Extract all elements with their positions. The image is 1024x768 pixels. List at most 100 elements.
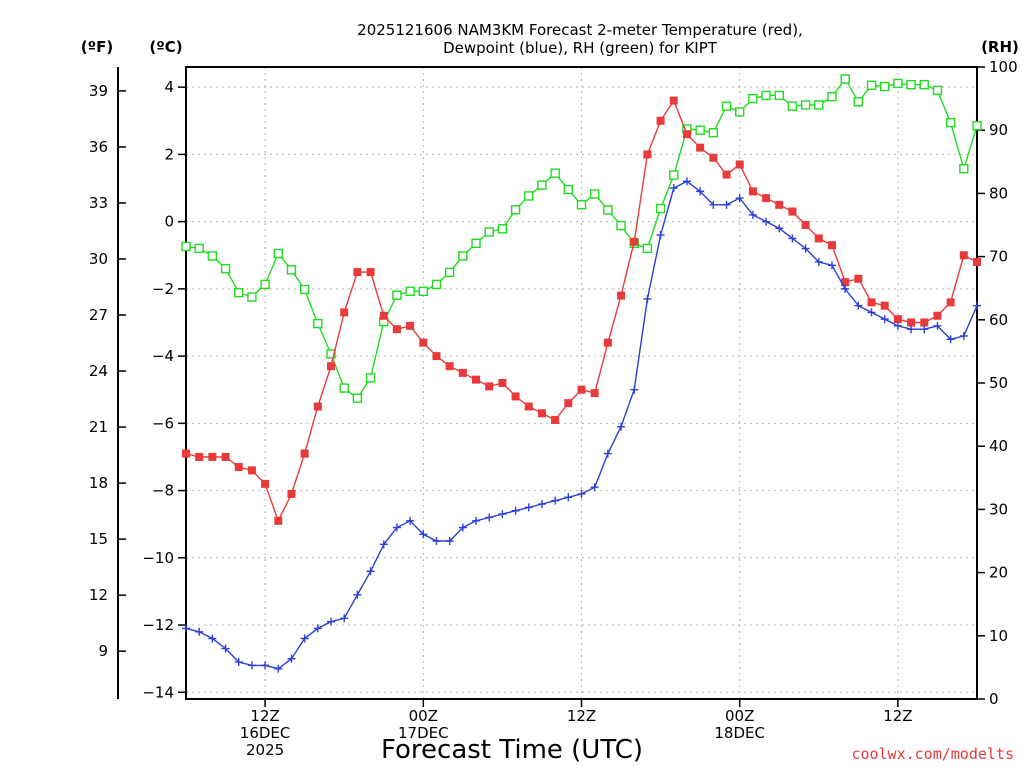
fahrenheit-tick-label: 24 bbox=[89, 362, 108, 380]
dewpoint-point bbox=[827, 261, 836, 270]
dewpoint-point bbox=[630, 385, 639, 394]
fahrenheit-tick-label: 30 bbox=[89, 250, 108, 268]
temperature-point bbox=[498, 379, 507, 387]
temperature-point bbox=[854, 274, 863, 283]
temperature-point bbox=[208, 452, 217, 461]
dewpoint-point bbox=[485, 513, 494, 522]
dewpoint-point bbox=[696, 187, 705, 196]
fahrenheit-tick-label: 9 bbox=[98, 642, 108, 660]
temperature-point bbox=[735, 160, 744, 169]
rh-point bbox=[919, 79, 929, 90]
dewpoint-point bbox=[221, 644, 230, 653]
rh-point bbox=[787, 101, 798, 111]
dewpoint-point bbox=[603, 449, 612, 458]
dewpoint-point bbox=[656, 231, 665, 240]
time-tick-label: 00Z bbox=[725, 707, 754, 725]
dewpoint-point bbox=[617, 422, 626, 431]
rh-point bbox=[945, 117, 956, 128]
dewpoint-point bbox=[959, 331, 968, 340]
credit-link[interactable]: coolwx.com/modelts bbox=[851, 745, 1014, 763]
rh-point bbox=[695, 125, 705, 135]
temperature-point bbox=[340, 308, 349, 317]
dewpoint-point bbox=[379, 540, 388, 549]
temperature-point bbox=[432, 352, 441, 361]
dewpoint-point bbox=[973, 301, 981, 310]
rh-point bbox=[286, 265, 297, 275]
celsius-tick-label: 4 bbox=[164, 78, 174, 96]
time-tick-label: 2025 bbox=[246, 741, 284, 759]
fahrenheit-tick-label: 36 bbox=[89, 138, 108, 156]
temperature-point bbox=[603, 338, 612, 347]
rh-point bbox=[260, 279, 270, 290]
celsius-tick-label: 2 bbox=[164, 145, 174, 163]
rh-tick-label: 0 bbox=[989, 690, 999, 708]
temperature-point bbox=[907, 318, 916, 327]
dewpoint-point bbox=[208, 634, 217, 643]
temperature-point bbox=[577, 385, 586, 394]
rh-tick-label: 90 bbox=[989, 121, 1008, 139]
temperature-point bbox=[300, 449, 309, 458]
dewpoint-point bbox=[537, 500, 546, 509]
rh-point bbox=[814, 100, 824, 110]
rh-point bbox=[234, 287, 244, 298]
rh-point bbox=[893, 78, 903, 89]
temperature-point bbox=[195, 452, 204, 461]
rh-point bbox=[642, 243, 653, 254]
temperature-point bbox=[617, 291, 626, 300]
temperature-point bbox=[445, 362, 454, 371]
series-temperature bbox=[182, 96, 981, 525]
temperature-point bbox=[880, 301, 889, 310]
fahrenheit-tick-label: 18 bbox=[89, 474, 108, 492]
time-tick-label: 12Z bbox=[250, 707, 279, 725]
rh-point bbox=[959, 164, 969, 174]
dewpoint-point bbox=[313, 624, 322, 633]
dewpoint-point bbox=[182, 624, 190, 633]
grid-lines bbox=[186, 67, 977, 699]
dewpoint-point bbox=[748, 210, 757, 219]
rh-point bbox=[313, 318, 323, 329]
dewpoint-point bbox=[392, 523, 401, 532]
dewpoint-point bbox=[880, 315, 889, 324]
temperature-point bbox=[234, 463, 243, 472]
dewpoint-point bbox=[234, 658, 243, 667]
rh-tick-label: 60 bbox=[989, 311, 1008, 329]
temperature-point bbox=[551, 415, 560, 424]
celsius-tick-label: −4 bbox=[152, 347, 174, 365]
rh-point bbox=[972, 121, 982, 131]
dewpoint-point bbox=[327, 617, 336, 626]
fahrenheit-tick-label: 21 bbox=[89, 418, 108, 436]
rh-point bbox=[326, 349, 336, 359]
temperature-point bbox=[669, 96, 678, 105]
rh-point bbox=[444, 267, 455, 278]
rh-point bbox=[906, 79, 916, 90]
temperature-point bbox=[722, 170, 731, 179]
rh-tick-label: 50 bbox=[989, 374, 1008, 392]
temperature-point bbox=[392, 325, 401, 334]
temperature-point bbox=[682, 130, 691, 139]
time-tick-label: 12Z bbox=[883, 707, 912, 725]
dewpoint-point bbox=[458, 523, 467, 532]
rh-point bbox=[800, 100, 811, 110]
temperature-point bbox=[182, 449, 190, 458]
rh-point bbox=[431, 279, 442, 290]
celsius-axis-ticks: 4 2 0 −2 −4 −6 −8 −10 −12 −14 bbox=[142, 78, 186, 701]
series-dewpoint bbox=[182, 177, 981, 673]
dewpoint-point bbox=[669, 184, 678, 193]
rh-point bbox=[524, 191, 534, 201]
fahrenheit-tick-label: 33 bbox=[89, 194, 108, 212]
rh-point bbox=[866, 80, 877, 91]
dewpoint-point bbox=[247, 661, 256, 670]
dewpoint-point bbox=[920, 325, 929, 334]
rh-point bbox=[669, 170, 679, 180]
fahrenheit-tick-label: 12 bbox=[89, 586, 108, 604]
temperature-point bbox=[511, 392, 520, 401]
temperature-point bbox=[287, 489, 296, 498]
temperature-point bbox=[379, 311, 388, 320]
chart-title-line2: Dewpoint (blue), RH (green) for KIPT bbox=[443, 39, 718, 57]
fahrenheit-tick-label: 39 bbox=[89, 82, 108, 100]
rh-point bbox=[932, 85, 943, 96]
celsius-tick-label: 0 bbox=[164, 213, 174, 231]
rh-point bbox=[853, 97, 864, 107]
